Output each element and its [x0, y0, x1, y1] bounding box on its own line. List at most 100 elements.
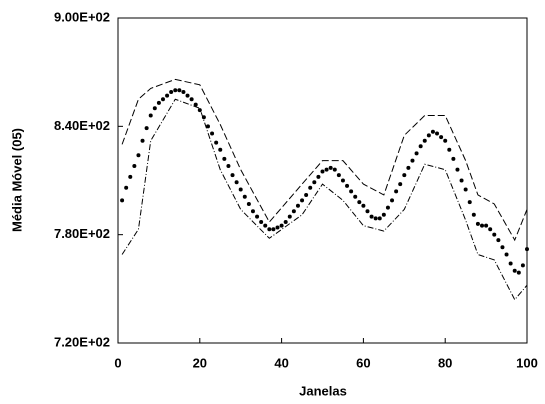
data-point: [177, 88, 182, 93]
data-point: [447, 147, 452, 152]
data-point: [500, 245, 505, 250]
data-point: [390, 198, 395, 203]
data-point: [488, 227, 493, 232]
data-point: [238, 187, 243, 192]
data-point: [520, 263, 525, 268]
data-point: [406, 165, 411, 170]
data-point: [410, 158, 415, 163]
data-point: [291, 209, 296, 214]
data-point: [475, 221, 480, 226]
data-point: [140, 138, 145, 143]
data-point: [508, 261, 513, 266]
data-point: [320, 169, 325, 174]
data-point: [283, 220, 288, 225]
data-point: [422, 138, 427, 143]
data-point: [496, 238, 501, 243]
data-point: [340, 178, 345, 183]
data-point: [300, 198, 305, 203]
data-point: [148, 113, 153, 118]
data-point: [152, 106, 157, 111]
data-point: [504, 252, 509, 257]
data-point: [275, 225, 280, 230]
data-point: [255, 214, 260, 219]
plot-frame: [117, 17, 528, 344]
data-point: [324, 167, 329, 172]
x-tick-label: 20: [193, 355, 207, 370]
data-point: [250, 209, 255, 214]
data-point: [484, 223, 489, 228]
data-point: [459, 178, 464, 183]
data-point: [279, 223, 284, 228]
data-point: [467, 200, 472, 205]
data-point: [385, 205, 390, 210]
x-tick-label: 0: [114, 355, 121, 370]
data-point: [394, 189, 399, 194]
data-point: [222, 156, 227, 161]
data-point: [242, 194, 247, 199]
data-point: [336, 173, 341, 178]
y-tick-label: 7.20E+02: [54, 334, 110, 349]
x-tick-label: 100: [516, 355, 538, 370]
data-point: [128, 174, 133, 179]
data-point: [369, 214, 374, 219]
data-point: [402, 173, 407, 178]
data-point: [471, 212, 476, 217]
data-point: [377, 216, 382, 221]
data-point: [169, 90, 174, 95]
data-point: [516, 270, 521, 275]
data-point: [193, 102, 198, 107]
data-point: [316, 174, 321, 179]
data-point: [430, 129, 435, 134]
data-point: [120, 198, 125, 203]
data-point: [173, 88, 178, 93]
data-point: [124, 185, 129, 190]
data-point: [443, 138, 448, 143]
data-point: [435, 131, 440, 136]
data-point: [132, 164, 137, 169]
data-point: [381, 212, 386, 217]
data-point: [451, 156, 456, 161]
data-point: [353, 194, 358, 199]
data-point: [287, 214, 292, 219]
data-point: [398, 182, 403, 187]
data-point: [426, 133, 431, 138]
y-axis-label: Média Móvel (05): [9, 128, 24, 232]
data-point: [246, 201, 251, 206]
data-point: [210, 131, 215, 136]
data-point: [361, 203, 366, 208]
data-point: [144, 126, 149, 131]
data-point: [205, 124, 210, 129]
data-point: [295, 203, 300, 208]
x-tick-label: 40: [274, 355, 288, 370]
data-point: [181, 90, 186, 95]
data-point: [226, 164, 231, 169]
data-point: [439, 135, 444, 140]
data-point: [414, 151, 419, 156]
data-point: [185, 93, 190, 98]
data-point: [234, 180, 239, 185]
data-point: [480, 223, 485, 228]
data-point: [156, 100, 161, 105]
data-point: [332, 167, 337, 172]
data-point: [304, 192, 309, 197]
data-point: [512, 268, 517, 273]
x-axis-label: Janelas: [299, 383, 347, 398]
data-point: [308, 185, 313, 190]
x-tick-label: 60: [356, 355, 370, 370]
data-point: [263, 223, 268, 228]
data-point: [328, 165, 333, 170]
data-point: [160, 97, 165, 102]
data-point: [373, 216, 378, 221]
y-tick-label: 9.00E+02: [54, 9, 110, 24]
data-point: [349, 189, 354, 194]
data-point: [136, 153, 141, 158]
data-point: [492, 232, 497, 237]
data-point: [365, 209, 370, 214]
data-point: [214, 140, 219, 145]
data-point: [455, 167, 460, 172]
data-point: [418, 144, 423, 149]
data-point: [259, 220, 264, 225]
x-tick-label: 80: [438, 355, 452, 370]
band-line: [121, 78, 528, 242]
